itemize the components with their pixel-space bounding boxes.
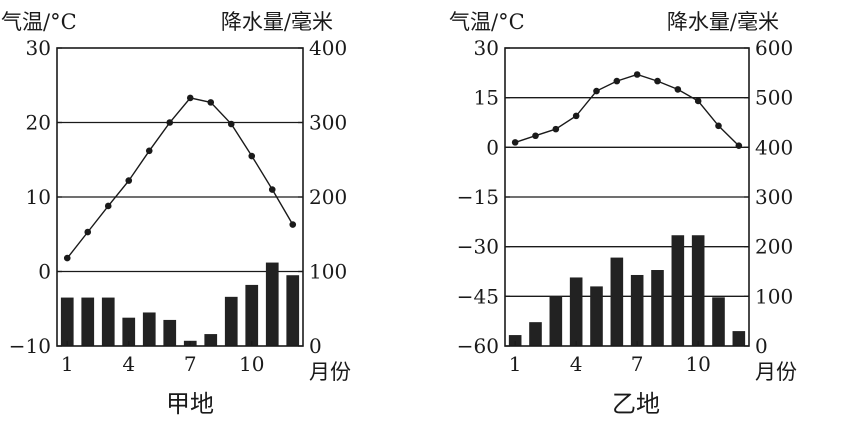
right-tick-label: 200 — [755, 235, 793, 259]
precip-bar — [286, 275, 300, 346]
precip-bar — [691, 235, 705, 346]
x-tick-label: 10 — [239, 352, 264, 376]
temperature-point — [227, 120, 235, 128]
precip-bar — [732, 331, 746, 346]
right-tick-label: 100 — [755, 284, 793, 308]
temperature-point — [654, 77, 661, 85]
precip-bar — [60, 297, 74, 346]
left-tick-label: −30 — [457, 235, 499, 259]
temperature-point — [84, 228, 92, 236]
precip-bar — [204, 334, 218, 346]
temperature-point — [613, 77, 621, 85]
right-tick-label: 300 — [309, 111, 347, 135]
left-tick-label: 20 — [26, 111, 51, 135]
precip-bar — [265, 262, 279, 346]
x-tick-label: 4 — [122, 352, 135, 376]
x-axis-label: 月份 — [309, 360, 351, 384]
right-tick-label: 0 — [755, 334, 768, 358]
right-tick-label: 500 — [755, 86, 793, 110]
right-tick-label: 400 — [755, 135, 793, 159]
left-tick-label: −45 — [457, 284, 499, 308]
temperature-point — [572, 112, 580, 120]
precip-bar — [569, 277, 583, 346]
precip-bar — [590, 286, 603, 346]
chart-yidi: 30 15 0 −15 −30 −45 −60 600 500 400 300 200 100 0 1 4 7 1… — [449, 10, 797, 418]
left-tick-label: 15 — [474, 86, 499, 110]
chart-title: 乙地 — [612, 390, 660, 418]
right-axis-label: 降水量/毫米 — [667, 10, 779, 34]
left-tick-label: 0 — [38, 260, 51, 284]
temperature-point — [735, 142, 743, 149]
x-axis-label: 月份 — [755, 360, 797, 384]
precip-bar — [81, 297, 95, 346]
precip-bar — [508, 335, 522, 346]
right-tick-label: 400 — [309, 36, 347, 60]
temperature-point — [633, 71, 641, 78]
temperature-point — [511, 139, 519, 146]
x-tick-label: 7 — [184, 352, 197, 376]
temperature-point — [207, 99, 215, 106]
right-tick-label: 600 — [755, 36, 793, 60]
temperature-point — [186, 94, 194, 102]
left-tick-label: 30 — [474, 36, 499, 60]
x-tick-label: 10 — [685, 352, 710, 376]
x-tick-label: 1 — [61, 352, 74, 376]
temperature-point — [104, 202, 112, 210]
precip-bar — [671, 235, 685, 346]
right-axis-label: 降水量/毫米 — [221, 10, 333, 34]
temperature-point — [145, 147, 153, 155]
temperature-point — [125, 177, 133, 184]
temperature-point — [593, 87, 600, 95]
precip-bar — [245, 284, 259, 346]
precip-bar — [142, 312, 156, 346]
precip-bar — [630, 274, 644, 346]
temperature-line — [514, 73, 740, 147]
temperature-point — [694, 97, 702, 105]
temperature-point — [63, 254, 71, 262]
temperature-point — [532, 132, 539, 140]
temperature-point — [674, 86, 682, 93]
precip-bar — [122, 317, 136, 346]
precip-bar — [529, 322, 542, 346]
x-tick-label: 7 — [631, 352, 644, 376]
left-tick-label: 0 — [486, 135, 499, 159]
left-tick-label: −15 — [457, 185, 499, 209]
temperature-line — [66, 97, 294, 259]
left-tick-label: −10 — [9, 334, 51, 358]
precip-bar — [610, 257, 624, 346]
temperature-point — [166, 119, 174, 126]
right-tick-label: 0 — [309, 334, 322, 358]
precip-bar — [651, 270, 664, 346]
left-tick-label: −60 — [457, 334, 499, 358]
left-tick-label: 10 — [26, 185, 51, 209]
right-tick-label: 300 — [755, 185, 793, 209]
chart-title: 甲地 — [166, 390, 214, 418]
right-tick-label: 200 — [309, 185, 347, 209]
precip-bar — [163, 319, 177, 346]
left-axis-label: 气温/°C — [1, 10, 77, 34]
temperature-point — [268, 186, 276, 193]
temperature-point — [552, 125, 560, 133]
x-tick-label: 4 — [570, 352, 583, 376]
temperature-point — [715, 122, 722, 130]
precip-bar — [549, 296, 563, 346]
right-tick-label: 100 — [309, 260, 347, 284]
plot-frame — [504, 47, 750, 347]
temperature-point — [289, 221, 297, 228]
left-axis-label: 气温/°C — [449, 10, 525, 34]
x-tick-label: 1 — [509, 352, 522, 376]
left-tick-label: 30 — [26, 36, 51, 60]
temperature-point — [248, 152, 256, 160]
precip-bar — [101, 297, 115, 346]
precip-bar — [224, 296, 238, 346]
plot-frame — [56, 47, 304, 347]
precip-bar — [712, 297, 725, 346]
